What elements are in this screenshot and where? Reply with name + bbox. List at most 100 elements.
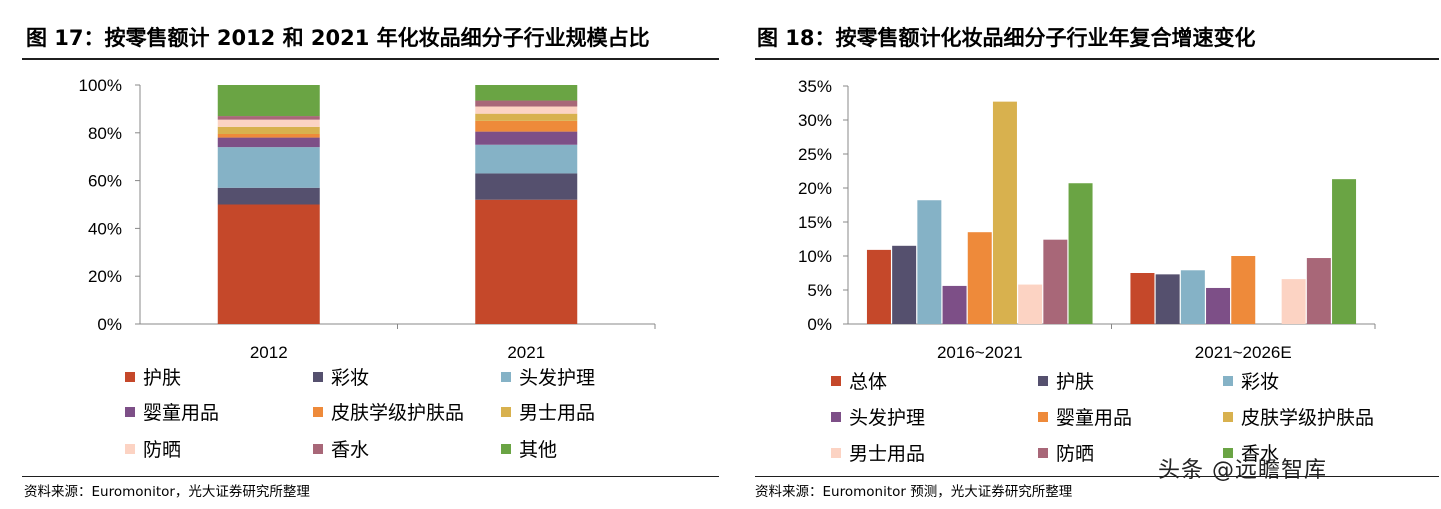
bar-segment-2012-香水 bbox=[217, 116, 320, 120]
bar-segment-2012-防晒 bbox=[217, 119, 320, 127]
bar-2021-2026E-护肤 bbox=[1155, 274, 1180, 324]
legend-swatch-其他 bbox=[501, 444, 511, 454]
bar-segment-2021-护肤 bbox=[475, 199, 578, 324]
y-tick-label: 80% bbox=[88, 124, 122, 143]
bar-segment-2021-皮肤学级护肤品 bbox=[475, 120, 578, 132]
y-tick-label: 20% bbox=[798, 179, 832, 198]
legend-swatch-总体 bbox=[831, 376, 841, 386]
y-tick-label: 35% bbox=[798, 77, 832, 96]
y-tick-label: 15% bbox=[798, 213, 832, 232]
bar-segment-2012-其他 bbox=[217, 85, 320, 117]
legend-label-其他: 其他 bbox=[519, 439, 557, 461]
bar-2021-2026E-男士用品 bbox=[1281, 279, 1306, 324]
legend-label-防晒: 防晒 bbox=[1056, 443, 1094, 465]
bar-2016-2021-总体 bbox=[866, 249, 891, 324]
y-tick-label: 30% bbox=[798, 111, 832, 130]
bar-2016-2021-彩妆 bbox=[917, 200, 942, 324]
y-tick-label: 10% bbox=[798, 247, 832, 266]
right-chart-title: 图 18：按零售额计化妆品细分子行业年复合增速变化 bbox=[757, 26, 1256, 50]
left-chart-title: 图 17：按零售额计 2012 和 2021 年化妆品细分子行业规模占比 bbox=[26, 26, 650, 50]
bar-segment-2012-彩妆 bbox=[217, 187, 320, 205]
legend-swatch-婴童用品 bbox=[1038, 412, 1048, 422]
legend-swatch-头发护理 bbox=[501, 372, 511, 382]
right-panel: 图 18：按零售额计化妆品细分子行业年复合增速变化 0% 5% 10% 15% 20% 2… bbox=[735, 0, 1441, 509]
left-panel: 图 17：按零售额计 2012 和 2021 年化妆品细分子行业规模占比 0% 2… bbox=[0, 0, 720, 509]
y-tick-label: 20% bbox=[88, 267, 122, 286]
bar-segment-2012-皮肤学级护肤品 bbox=[217, 133, 320, 138]
legend-swatch-防晒 bbox=[125, 444, 135, 454]
legend-swatch-头发护理 bbox=[831, 412, 841, 422]
bar-2016-2021-香水 bbox=[1068, 183, 1093, 324]
bar-2016-2021-头发护理 bbox=[942, 285, 967, 324]
legend-label-婴童用品: 婴童用品 bbox=[1056, 407, 1132, 429]
y-tick-label: 40% bbox=[88, 219, 122, 238]
legend-label-皮肤学级护肤品: 皮肤学级护肤品 bbox=[1241, 407, 1374, 429]
legend-swatch-防晒 bbox=[1038, 448, 1048, 458]
y-tick-label: 0% bbox=[807, 315, 832, 334]
legend-label-彩妆: 彩妆 bbox=[331, 367, 369, 389]
right-grouped-bar-chart: 0% 5% 10% 15% 20% 25% 30% 35% 2016~2021 2021~2026… bbox=[798, 77, 1376, 465]
bar-segment-2021-头发护理 bbox=[475, 144, 578, 174]
bar-2021-2026E-彩妆 bbox=[1180, 270, 1205, 324]
bar-2021-2026E-总体 bbox=[1130, 273, 1155, 324]
legend-label-防晒: 防晒 bbox=[143, 439, 181, 461]
y-tick-label: 25% bbox=[798, 145, 832, 164]
legend-swatch-香水 bbox=[313, 444, 323, 454]
legend-swatch-护肤 bbox=[1038, 376, 1048, 386]
bar-segment-2021-彩妆 bbox=[475, 173, 578, 200]
left-footer-rule bbox=[22, 476, 719, 477]
y-tick-label: 0% bbox=[97, 315, 122, 334]
bar-segment-2021-男士用品 bbox=[475, 113, 578, 121]
bar-segment-2021-香水 bbox=[475, 100, 578, 107]
legend-swatch-彩妆 bbox=[313, 372, 323, 382]
bar-segment-2012-男士用品 bbox=[217, 126, 320, 134]
y-tick-label: 5% bbox=[807, 281, 832, 300]
legend-label-头发护理: 头发护理 bbox=[849, 407, 925, 429]
legend-swatch-男士用品 bbox=[831, 448, 841, 458]
legend-label-男士用品: 男士用品 bbox=[519, 402, 595, 424]
legend-label-香水: 香水 bbox=[1241, 443, 1279, 465]
left-title-rule bbox=[22, 58, 719, 60]
legend-label-头发护理: 头发护理 bbox=[519, 367, 595, 389]
x-tick-label: 2021 bbox=[507, 343, 545, 362]
right-source-note: 资料来源：Euromonitor 预测，光大证券研究所整理 bbox=[755, 484, 1073, 500]
bar-segment-2021-防晒 bbox=[475, 106, 578, 114]
right-title-rule bbox=[755, 58, 1439, 60]
legend-swatch-彩妆 bbox=[1223, 376, 1233, 386]
bar-2016-2021-皮肤学级护肤品 bbox=[992, 101, 1017, 324]
legend-label-护肤: 护肤 bbox=[143, 367, 181, 389]
x-tick-label: 2012 bbox=[250, 343, 288, 362]
bar-segment-2012-护肤 bbox=[217, 204, 320, 324]
watermark: 头条 @远瞻智库 bbox=[1158, 458, 1327, 483]
bar-2016-2021-婴童用品 bbox=[967, 232, 992, 324]
bar-2021-2026E-香水 bbox=[1332, 179, 1357, 324]
legend-label-婴童用品: 婴童用品 bbox=[143, 402, 219, 424]
legend-swatch-皮肤学级护肤品 bbox=[1223, 412, 1233, 422]
legend-swatch-香水 bbox=[1223, 448, 1233, 458]
bar-2021-2026E-防晒 bbox=[1306, 258, 1331, 324]
y-tick-label: 100% bbox=[79, 76, 122, 95]
legend-label-彩妆: 彩妆 bbox=[1241, 371, 1279, 393]
bar-2016-2021-护肤 bbox=[892, 245, 917, 324]
legend-swatch-男士用品 bbox=[501, 407, 511, 417]
legend-label-皮肤学级护肤品: 皮肤学级护肤品 bbox=[331, 402, 464, 424]
bar-segment-2021-其他 bbox=[475, 85, 578, 101]
bar-2016-2021-防晒 bbox=[1043, 239, 1068, 324]
bar-segment-2021-婴童用品 bbox=[475, 131, 578, 145]
bar-2021-2026E-婴童用品 bbox=[1231, 256, 1256, 324]
y-tick-label: 60% bbox=[88, 172, 122, 191]
bar-segment-2012-婴童用品 bbox=[217, 137, 320, 148]
bar-2021-2026E-头发护理 bbox=[1206, 287, 1231, 324]
right-footer-rule bbox=[755, 476, 1439, 477]
legend-label-香水: 香水 bbox=[331, 439, 369, 461]
legend-label-男士用品: 男士用品 bbox=[849, 443, 925, 465]
legend-label-总体: 总体 bbox=[849, 371, 887, 393]
legend-swatch-婴童用品 bbox=[125, 407, 135, 417]
legend-swatch-皮肤学级护肤品 bbox=[313, 407, 323, 417]
bar-segment-2012-头发护理 bbox=[217, 147, 320, 188]
x-tick-label: 2016~2021 bbox=[937, 343, 1023, 362]
bar-2016-2021-男士用品 bbox=[1018, 284, 1043, 324]
legend-swatch-护肤 bbox=[125, 372, 135, 382]
legend-label-护肤: 护肤 bbox=[1056, 371, 1094, 393]
